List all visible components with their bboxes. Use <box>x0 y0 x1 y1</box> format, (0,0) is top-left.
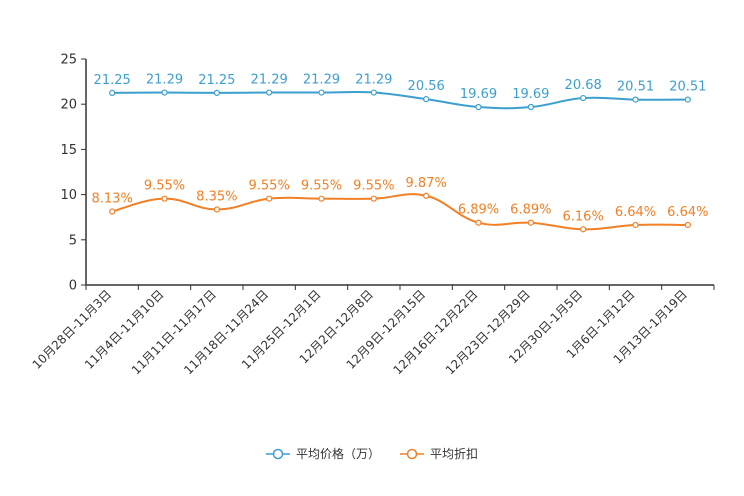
series-line-1 <box>111 193 688 231</box>
data-label: 19.69 <box>460 87 497 102</box>
data-label: 9.55% <box>144 179 185 194</box>
data-label: 20.56 <box>408 79 445 94</box>
data-label: 6.89% <box>458 203 499 218</box>
data-point <box>318 89 325 96</box>
y-tick-label: 5 <box>69 233 77 248</box>
series-line-0 <box>112 90 688 110</box>
legend-label-discount: 平均折扣 <box>430 447 479 461</box>
data-label: 20.51 <box>617 80 654 95</box>
line-chart: 0 5 10 15 20 25 10月28日-11月3日11月4日-11月10日11月11… <box>30 53 715 377</box>
data-point <box>632 221 639 229</box>
data-label: 6.64% <box>667 205 708 220</box>
data-point <box>370 89 377 96</box>
data-label: 21.29 <box>146 73 183 88</box>
series-layer <box>109 89 691 233</box>
legend: 平均价格（万） 平均折扣 <box>0 445 744 462</box>
y-tick-label: 10 <box>60 188 77 203</box>
data-labels-layer: 21.25 21.29 21.25 21.29 21.29 21.29 20.56 19.69… <box>92 73 709 225</box>
legend-line-circle-icon <box>400 448 424 459</box>
y-tick-label: 20 <box>60 98 77 113</box>
y-tick-label: 15 <box>60 143 77 158</box>
legend-item-discount[interactable]: 平均折扣 <box>400 445 478 462</box>
data-label: 20.68 <box>565 78 602 93</box>
data-point <box>266 89 273 96</box>
data-point <box>527 103 534 111</box>
legend-item-price[interactable]: 平均价格（万） <box>265 445 380 462</box>
data-point <box>684 96 691 103</box>
y-tick-label: 25 <box>60 53 77 68</box>
legend-line-circle-icon <box>265 448 290 459</box>
data-point <box>632 96 639 103</box>
data-point <box>213 89 220 97</box>
data-point <box>213 206 220 213</box>
legend-label-price: 平均价格（万） <box>295 447 380 461</box>
data-label: 6.89% <box>510 203 551 218</box>
data-point <box>161 89 168 96</box>
data-label: 9.55% <box>301 179 342 194</box>
data-label: 6.16% <box>563 209 604 224</box>
data-point <box>527 219 534 226</box>
data-label: 21.29 <box>251 73 288 88</box>
data-label: 21.25 <box>94 73 131 88</box>
data-label: 8.13% <box>92 192 133 207</box>
data-label: 21.29 <box>303 73 340 88</box>
data-point <box>266 195 273 202</box>
data-point <box>109 89 116 97</box>
data-point <box>475 219 482 226</box>
data-label: 20.51 <box>669 80 706 95</box>
y-axis-ticks: 0 5 10 15 20 25 <box>60 53 86 294</box>
data-point <box>580 94 587 102</box>
data-point <box>318 195 325 202</box>
data-label: 21.25 <box>198 73 235 88</box>
data-point <box>475 103 482 111</box>
data-point <box>684 221 691 229</box>
data-label: 8.35% <box>196 190 237 205</box>
data-label: 6.64% <box>615 205 656 220</box>
data-point <box>370 195 377 202</box>
data-point <box>423 192 430 199</box>
data-point <box>161 195 168 202</box>
data-label: 9.55% <box>249 179 290 194</box>
y-tick-label: 0 <box>69 279 77 294</box>
data-label: 19.69 <box>512 87 549 102</box>
data-label: 9.55% <box>353 179 394 194</box>
x-axis-ticks: 10月28日-11月3日11月4日-11月10日11月11日-11月17日11月… <box>30 285 715 377</box>
data-point <box>580 226 587 233</box>
data-label: 21.29 <box>355 73 392 88</box>
data-point <box>423 96 430 103</box>
data-point <box>109 208 116 215</box>
data-label: 9.87% <box>406 176 447 191</box>
